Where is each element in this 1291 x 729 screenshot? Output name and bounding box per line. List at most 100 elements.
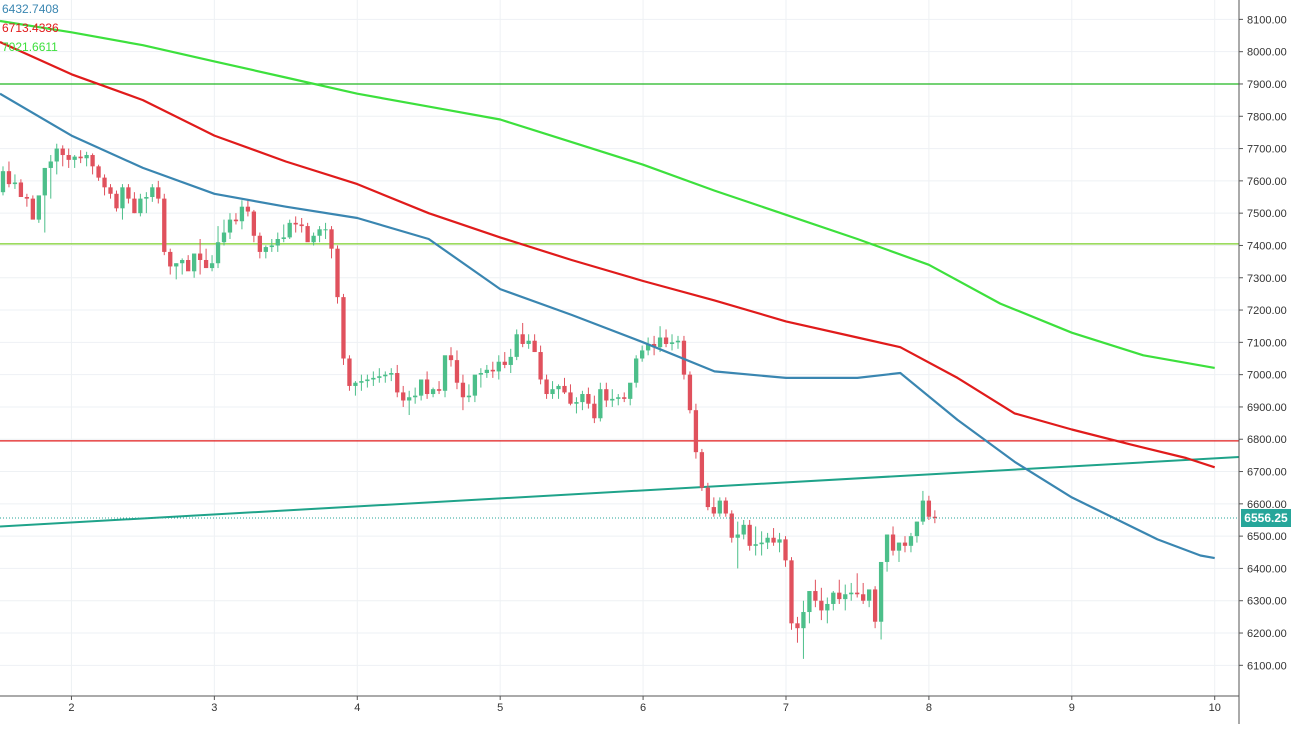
candle-body — [263, 247, 268, 252]
candle-body — [723, 500, 728, 514]
candle-body — [681, 340, 687, 375]
y-tick-label: 7100.00 — [1247, 337, 1287, 349]
candle — [18, 179, 24, 198]
candle-body — [12, 182, 18, 185]
candle-body — [108, 187, 113, 194]
candle — [114, 190, 119, 212]
candle-body — [502, 361, 507, 365]
candle-body — [699, 452, 705, 488]
candle-body — [496, 361, 501, 372]
x-tick-label: 3 — [211, 702, 217, 714]
candle — [287, 219, 292, 239]
candle-body — [849, 592, 854, 595]
candle-body — [562, 385, 567, 393]
candle-body — [598, 389, 603, 419]
candle — [490, 361, 495, 378]
candle — [544, 374, 549, 399]
candle — [186, 255, 191, 272]
candle-body — [693, 410, 699, 453]
candle-body — [18, 182, 24, 198]
candle-body — [389, 373, 394, 375]
candle — [78, 150, 83, 164]
candle-body — [442, 355, 448, 391]
candle-body — [371, 377, 376, 380]
candle-body — [72, 156, 77, 160]
candle-body — [156, 187, 161, 199]
candle-body — [705, 487, 711, 508]
y-tick-label: 8000.00 — [1247, 47, 1287, 59]
candle-body — [275, 238, 280, 246]
candle-body — [914, 521, 920, 537]
candle — [353, 381, 358, 396]
candle — [299, 218, 304, 233]
candle-body — [669, 342, 675, 344]
y-tick-label: 7300.00 — [1247, 273, 1287, 285]
candle-body — [102, 177, 107, 188]
candle — [401, 385, 406, 407]
candle-body — [795, 623, 800, 629]
candle — [239, 200, 245, 230]
candle-body — [6, 171, 12, 185]
candle-body — [711, 507, 716, 514]
candle — [645, 337, 651, 356]
candle — [562, 377, 567, 395]
candle — [150, 184, 155, 202]
candle — [550, 381, 555, 399]
indicator-legend: 6432.7408 6713.4336 7021.6611 — [2, 0, 59, 57]
candle — [42, 167, 47, 233]
candle-body — [574, 402, 579, 404]
candle — [556, 384, 561, 399]
candle — [424, 371, 430, 399]
candle — [6, 161, 12, 188]
candle — [837, 579, 842, 604]
candle — [825, 597, 830, 624]
y-tick-label: 8100.00 — [1247, 14, 1287, 26]
candle — [765, 532, 770, 550]
candle-body — [586, 394, 591, 404]
candle-body — [622, 397, 627, 399]
sma-fast-line — [0, 92, 1215, 560]
candle — [843, 584, 848, 611]
candle — [454, 350, 460, 390]
candle-body — [401, 392, 406, 401]
candle — [711, 497, 716, 517]
candle-body — [239, 206, 245, 222]
candle — [215, 226, 221, 269]
x-tick-label: 7 — [783, 702, 789, 714]
candle — [245, 200, 251, 217]
candle-body — [855, 592, 860, 595]
candle — [162, 193, 167, 256]
candle-body — [174, 263, 179, 267]
candle-body — [150, 187, 155, 198]
candle-body — [825, 603, 830, 611]
candle-body — [335, 248, 340, 298]
candle — [693, 403, 699, 459]
candle-body — [0, 171, 6, 193]
trendline-layer — [0, 456, 1240, 528]
candle — [729, 510, 734, 543]
candle — [568, 384, 573, 406]
candle-body — [269, 245, 274, 248]
candle — [323, 222, 328, 239]
candle — [813, 579, 818, 608]
candle-body — [293, 222, 298, 225]
sma-slow-line — [0, 19, 1215, 369]
grid — [0, 0, 1239, 696]
candle-body — [926, 500, 932, 517]
candle-body — [377, 376, 382, 378]
candle — [819, 587, 824, 621]
candle-body — [144, 197, 149, 199]
moving-averages — [0, 19, 1216, 560]
candle-body — [514, 334, 519, 357]
y-tick-label: 6400.00 — [1247, 563, 1287, 575]
candle-body — [424, 379, 430, 395]
candle-body — [771, 537, 776, 543]
candle — [90, 153, 95, 175]
x-tick-label: 9 — [1069, 702, 1075, 714]
candle-body — [132, 198, 137, 214]
y-tick-label: 6500.00 — [1247, 531, 1287, 543]
candle — [30, 195, 36, 220]
horizontal-levels — [0, 83, 1239, 442]
